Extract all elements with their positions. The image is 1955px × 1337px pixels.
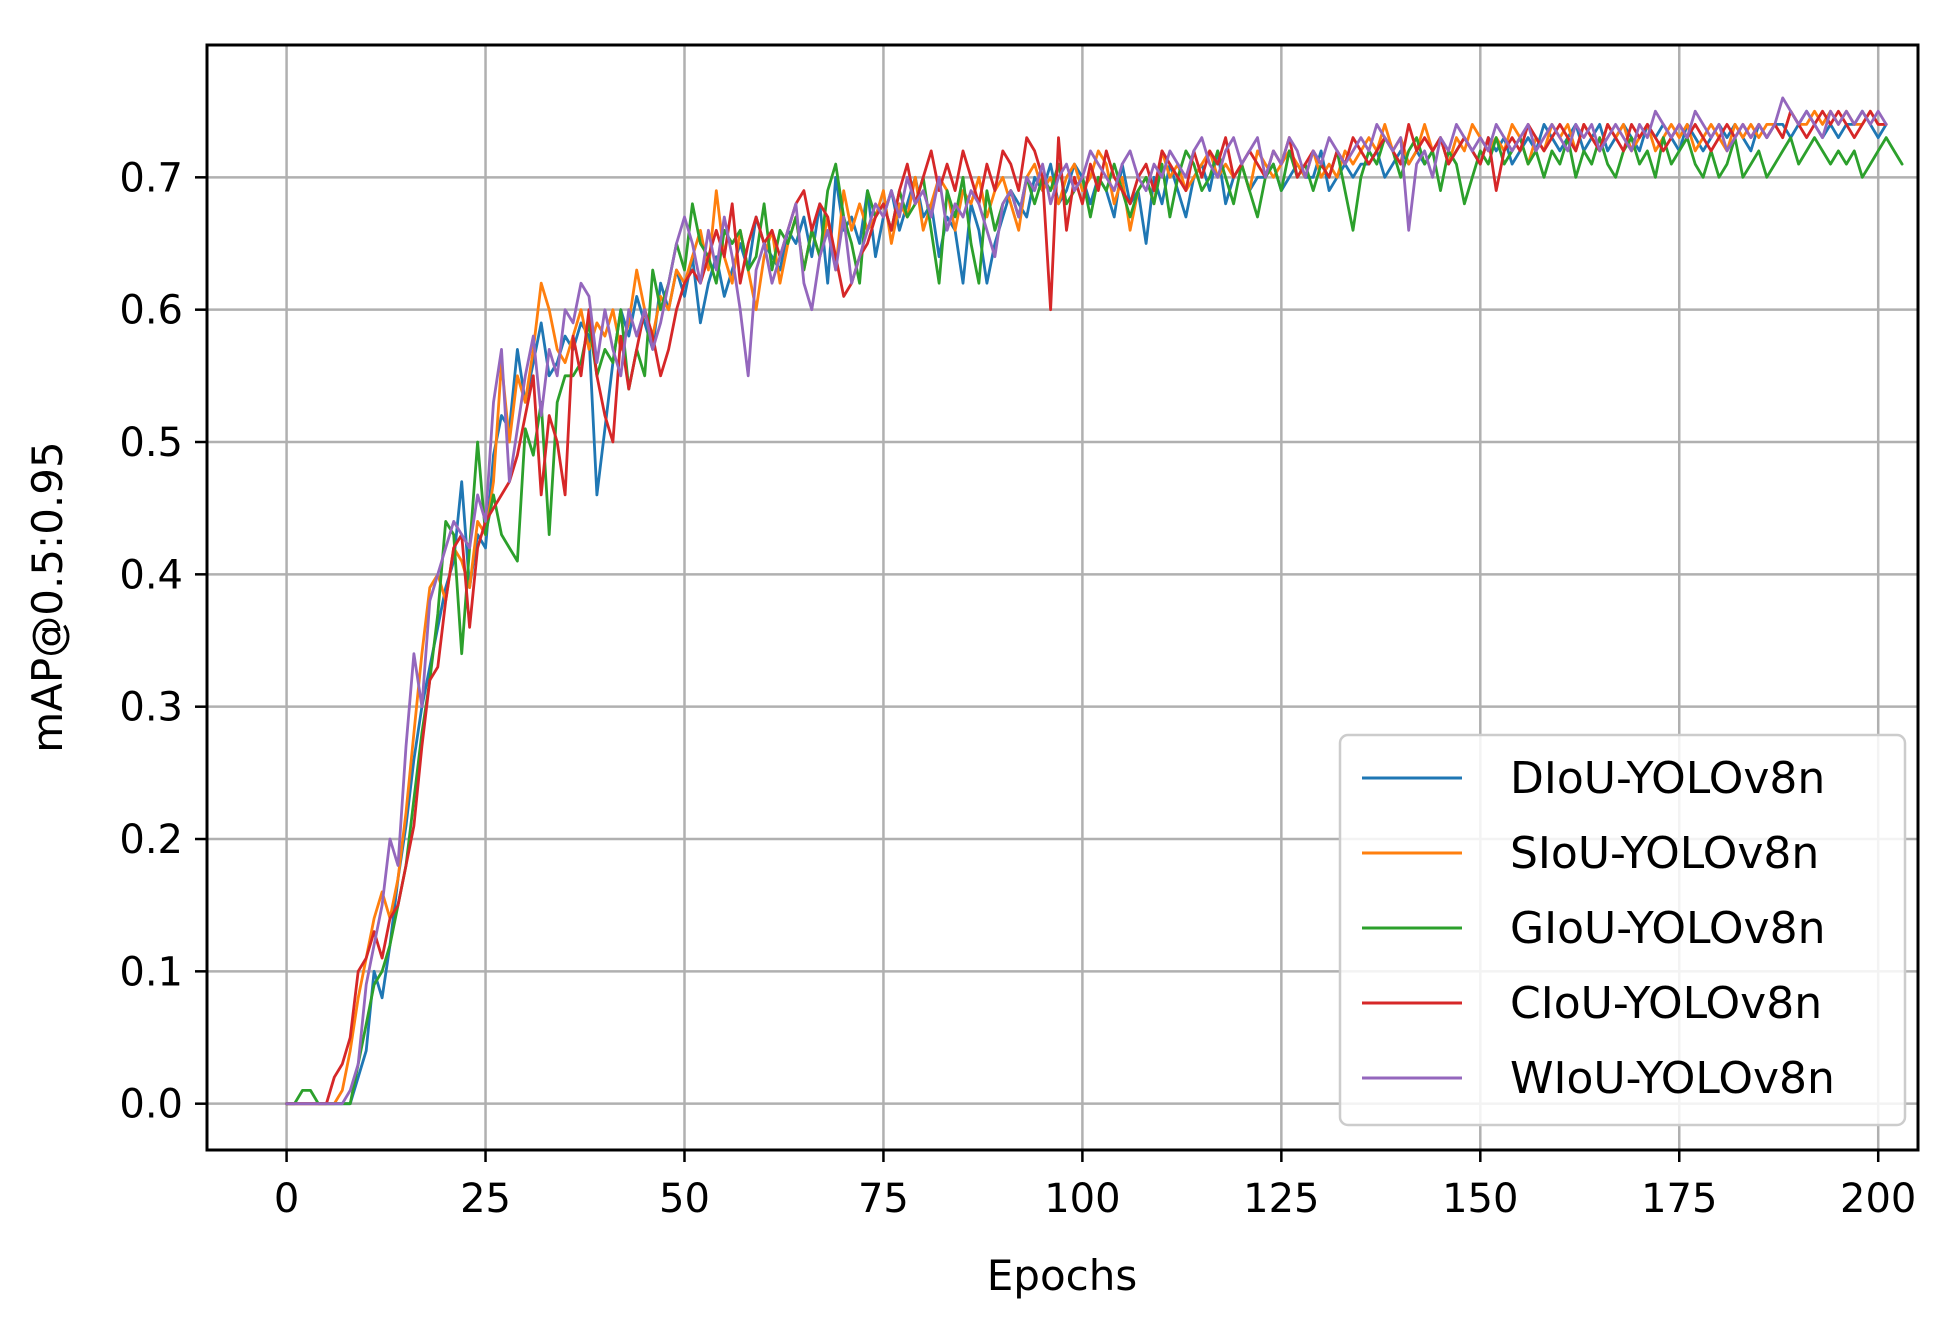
legend-label: CIoU-YOLOv8n [1510, 978, 1822, 1029]
y-axis-ticks: 0.0 0.1 0.2 0.3 0.4 0.5 0.6 0.7 [119, 155, 207, 1128]
series-line-ciou-yolov8n [285, 109, 1888, 1106]
legend-label: SIoU-YOLOv8n [1510, 828, 1819, 879]
y-tick-label: 0.3 [119, 685, 183, 731]
x-tick-label: 75 [858, 1176, 909, 1222]
x-axis-label: Epochs [987, 1251, 1138, 1300]
y-tick-label: 0.7 [119, 155, 183, 201]
x-axis-ticks: 0 25 50 75 100 125 150 175 200 [274, 1150, 1916, 1222]
y-tick-label: 0.4 [119, 552, 183, 598]
legend-label: DIoU-YOLOv8n [1510, 753, 1825, 804]
y-tick-label: 0.1 [119, 949, 183, 995]
x-tick-label: 0 [274, 1176, 299, 1222]
plot-frame [205, 43, 1920, 1152]
x-tick-label: 50 [659, 1176, 710, 1222]
x-tick-label: 175 [1641, 1176, 1717, 1222]
y-tick-label: 0.0 [119, 1082, 183, 1128]
x-tick-label: 100 [1044, 1176, 1120, 1222]
legend-frame [1338, 733, 1907, 1127]
y-tick-label: 0.6 [119, 288, 183, 334]
legend: DIoU-YOLOv8n SIoU-YOLOv8n GIoU-YOLOv8n CIoU… [1338, 733, 1907, 1127]
legend-label: GIoU-YOLOv8n [1510, 903, 1825, 954]
series-line-wiou-yolov8n [285, 96, 1888, 1106]
x-tick-label: 150 [1442, 1176, 1518, 1222]
y-axis-label: mAP@0.5:0.95 [23, 441, 72, 752]
legend-items: DIoU-YOLOv8n SIoU-YOLOv8n GIoU-YOLOv8n CIoU… [1362, 753, 1835, 1104]
y-tick-label: 0.2 [119, 817, 183, 863]
series-lines [285, 96, 1904, 1106]
y-tick-label: 0.5 [119, 420, 183, 466]
x-tick-label: 200 [1840, 1176, 1916, 1222]
legend-label: WIoU-YOLOv8n [1510, 1053, 1835, 1104]
x-tick-label: 125 [1243, 1176, 1319, 1222]
x-tick-label: 25 [460, 1176, 511, 1222]
